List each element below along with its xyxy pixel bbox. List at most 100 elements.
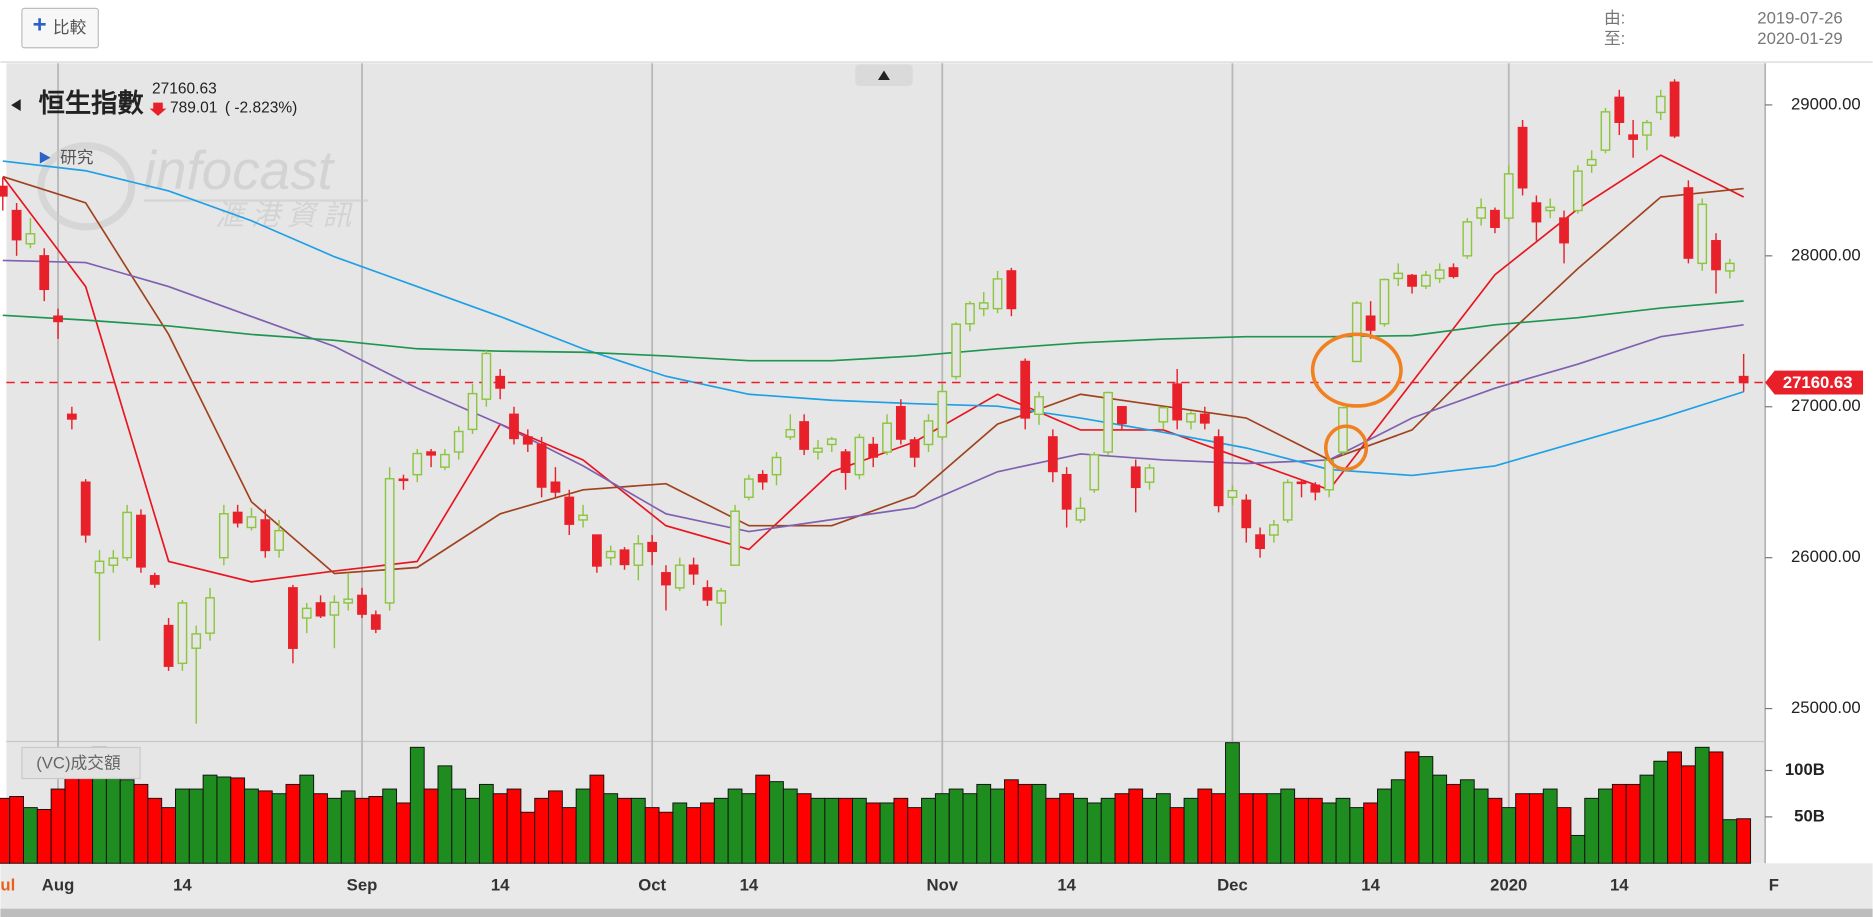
volume-bar (727, 788, 743, 864)
volume-bar (769, 781, 784, 864)
candle-body (522, 436, 533, 445)
candle-body (1711, 240, 1721, 271)
candle-body (274, 529, 285, 551)
volume-bar (1653, 760, 1669, 864)
volume-bar (534, 797, 550, 864)
volume-bar (1570, 834, 1586, 864)
volume-bar (230, 777, 246, 864)
compare-button-box[interactable] (21, 7, 99, 49)
candle-body (1379, 278, 1390, 325)
volume-bar (1390, 779, 1406, 864)
candle-body (771, 456, 782, 476)
candle-body (1490, 209, 1500, 229)
y-tick-label: 25000.00 (1791, 698, 1861, 717)
volume-bar (1169, 807, 1185, 864)
volume-bar (506, 788, 522, 864)
candle-body (1448, 267, 1459, 278)
candle-body (923, 420, 934, 446)
volume-bar (1100, 797, 1116, 864)
volume-bar (478, 783, 494, 864)
watermark-text: infocast (144, 139, 336, 201)
volume-bar (1708, 751, 1724, 864)
candle-body (260, 519, 271, 552)
expand-icon[interactable] (877, 70, 890, 80)
candle-body (1310, 484, 1321, 493)
volume-bar (465, 797, 480, 864)
volume-bar (1542, 788, 1558, 864)
volume-bar (216, 776, 232, 864)
candle-body (1476, 206, 1487, 219)
volume-bar (1114, 793, 1130, 864)
candle-body (992, 278, 1003, 310)
x-edge-label: ul (0, 875, 15, 894)
candle-body (1559, 217, 1569, 244)
candle-body (288, 587, 298, 649)
candle-body (1075, 507, 1086, 521)
candle-body (1241, 499, 1252, 529)
compare-button[interactable]: + 比較 (21, 7, 99, 49)
candle-body (978, 302, 989, 310)
candle-body (1614, 96, 1625, 123)
volume-bar (1432, 774, 1448, 864)
moving-average (2, 160, 1744, 477)
x-tick-label: 14 (1057, 875, 1076, 894)
volume-bar (879, 802, 895, 864)
x-tick-label: Sep (347, 875, 378, 894)
volume-bar (1183, 797, 1199, 864)
candle-body (1600, 111, 1611, 151)
volume-bar (852, 797, 867, 864)
candle-body (1517, 126, 1528, 189)
candle-body (163, 624, 174, 667)
volume-bar (962, 793, 978, 864)
volume-bar (147, 797, 163, 864)
volume-bar (1722, 819, 1738, 864)
volume-bar (630, 797, 646, 864)
candle-body (1462, 221, 1473, 257)
moving-average (2, 300, 1744, 362)
bottom-strip (0, 908, 1873, 917)
volume-bar (313, 793, 328, 864)
volume-bar (23, 807, 38, 864)
research-icon[interactable] (39, 151, 51, 164)
candle-body (1545, 206, 1556, 212)
volume-bar (437, 765, 453, 864)
change-percent: ( -2.823%) (225, 100, 297, 117)
volume-bar (700, 802, 715, 864)
compare-button-label[interactable]: 比較 (53, 18, 87, 37)
volume-bar (1680, 765, 1696, 864)
volume-bar (865, 802, 881, 864)
candle-body (1393, 272, 1404, 280)
volume-bar (492, 793, 508, 864)
plus-icon[interactable]: + (33, 12, 47, 39)
volume-bar (672, 802, 688, 864)
volume-bar (589, 774, 605, 864)
y-tick-label: 29000.00 (1791, 94, 1861, 113)
candle-body (909, 439, 920, 458)
volume-bar (1529, 793, 1544, 864)
volume-bar (1404, 751, 1420, 864)
candle-body (1103, 391, 1113, 453)
candle-body (1047, 436, 1058, 473)
x-axis-band (0, 863, 1873, 909)
candle-body (1158, 406, 1169, 423)
volume-bar (810, 797, 826, 864)
candle-body (619, 549, 630, 566)
candle-body (591, 534, 602, 567)
from-label: 由: (1604, 9, 1625, 28)
volume-bar (1197, 788, 1213, 864)
moving-average (2, 175, 1744, 575)
candle-body (481, 352, 492, 400)
candle-body (370, 614, 381, 630)
candle-body (578, 514, 588, 521)
collapse-icon[interactable] (11, 99, 21, 112)
candle-body (136, 514, 146, 568)
last-price: 27160.63 (152, 81, 217, 98)
candle-body (1434, 269, 1445, 280)
candle-body (11, 209, 22, 241)
volume-bar (617, 797, 632, 864)
research-label[interactable]: 研究 (60, 148, 94, 167)
volume-bar (658, 811, 674, 864)
volume-bar (1335, 797, 1351, 864)
volume-bar (824, 797, 840, 864)
candle-body (149, 575, 160, 585)
